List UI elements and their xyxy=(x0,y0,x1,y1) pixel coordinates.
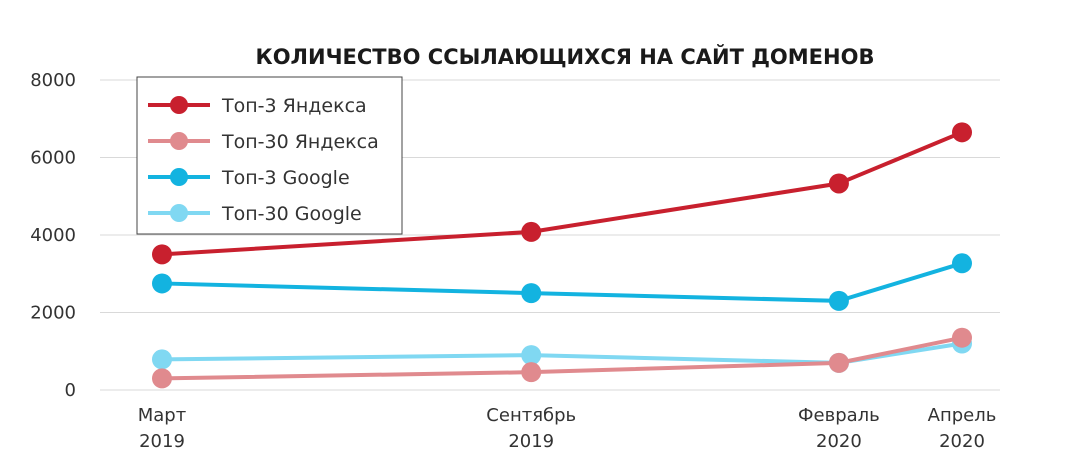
x-tick-label: Апрель xyxy=(928,405,997,426)
series-group xyxy=(152,122,972,389)
series-line xyxy=(161,341,963,365)
data-point xyxy=(521,283,542,304)
data-point xyxy=(952,253,972,274)
data-point xyxy=(952,327,972,348)
data-point xyxy=(521,345,542,366)
y-tick-label: 0 xyxy=(65,380,76,401)
data-point xyxy=(828,173,849,194)
data-point xyxy=(152,244,172,265)
x-tick-label: Март xyxy=(138,405,186,426)
legend-label: Топ-3 Google xyxy=(221,167,350,189)
data-point xyxy=(152,349,172,370)
data-point xyxy=(828,352,849,373)
y-tick-label: 6000 xyxy=(30,148,76,169)
chart-title: КОЛИЧЕСТВО ССЫЛАЮЩИХСЯ НА САЙТ ДОМЕНОВ xyxy=(256,44,875,69)
x-axis-ticks: Март 2019 Сентябрь 2019 Февраль 2020 Апрель 202… xyxy=(138,405,997,452)
legend-label: Топ-30 Яндекса xyxy=(221,131,379,153)
legend-swatch-marker xyxy=(170,168,188,186)
legend-swatch-marker xyxy=(170,132,188,150)
legend-label: Топ-3 Яндекса xyxy=(221,95,367,117)
series-line xyxy=(161,130,963,257)
y-tick-label: 2000 xyxy=(30,303,76,324)
data-point xyxy=(952,122,972,143)
legend-swatch-marker xyxy=(170,204,188,222)
x-tick-label: 2020 xyxy=(939,431,985,452)
data-point xyxy=(521,221,542,242)
x-tick-label: 2020 xyxy=(816,431,862,452)
data-point xyxy=(521,362,542,383)
data-point xyxy=(828,290,849,311)
x-tick-label: 2019 xyxy=(508,431,554,452)
x-tick-label: 2019 xyxy=(139,431,185,452)
x-tick-label: Сентябрь xyxy=(486,405,576,426)
data-point xyxy=(152,368,172,389)
y-tick-label: 8000 xyxy=(30,70,76,91)
y-tick-label: 4000 xyxy=(30,225,76,246)
x-tick-label: Февраль xyxy=(798,405,880,426)
series-line xyxy=(161,261,963,303)
y-axis-ticks: 0 2000 4000 6000 8000 xyxy=(30,70,76,401)
legend: Топ-3 Яндекса Топ-30 Яндекса Топ-3 Google Т… xyxy=(136,76,403,235)
data-point xyxy=(152,273,172,294)
legend-label: Топ-30 Google xyxy=(221,203,362,225)
series-line xyxy=(161,335,963,381)
legend-swatch-marker xyxy=(170,96,188,114)
